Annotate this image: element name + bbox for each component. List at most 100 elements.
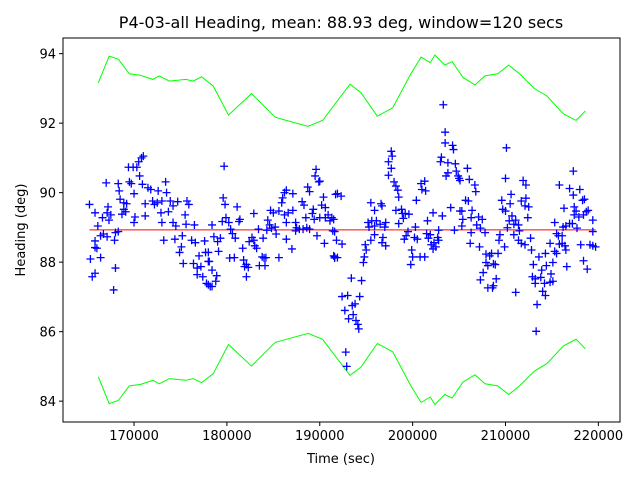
data-point	[479, 268, 488, 277]
data-point	[135, 171, 144, 180]
data-point	[400, 235, 409, 244]
data-point	[182, 220, 191, 229]
data-point	[558, 231, 567, 240]
data-point	[412, 196, 421, 205]
data-point	[521, 201, 529, 210]
data-point	[284, 208, 293, 217]
data-point	[552, 249, 561, 258]
data-point	[478, 215, 487, 224]
data-point	[85, 200, 94, 209]
data-point	[299, 201, 308, 210]
data-point	[337, 192, 346, 201]
data-point	[423, 216, 432, 225]
data-point	[221, 200, 230, 209]
data-point	[344, 314, 353, 323]
x-tick-label: 180000	[202, 429, 252, 444]
data-point	[384, 171, 393, 180]
data-point	[219, 193, 228, 202]
data-point	[244, 263, 253, 272]
data-point	[320, 239, 329, 248]
data-point	[537, 266, 546, 275]
data-point	[569, 167, 578, 176]
x-tick-label: 190000	[295, 429, 345, 444]
data-point	[483, 261, 492, 270]
upper-band-line	[97, 54, 586, 127]
data-point	[380, 223, 389, 232]
data-point	[177, 242, 186, 251]
data-point	[521, 194, 530, 203]
data-point	[198, 272, 207, 281]
data-point	[468, 206, 477, 215]
data-point	[308, 209, 317, 218]
data-point	[565, 184, 574, 193]
data-point	[315, 177, 324, 186]
y-axis-label: Heading (deg)	[14, 184, 29, 277]
data-point	[169, 201, 178, 210]
data-point	[366, 236, 375, 245]
data-point	[576, 240, 585, 249]
data-point	[370, 206, 379, 215]
data-point	[450, 226, 459, 235]
data-point	[220, 162, 229, 171]
data-point	[166, 196, 175, 205]
data-point	[524, 202, 533, 211]
data-point	[330, 227, 339, 236]
data-point	[230, 253, 239, 262]
data-point	[399, 214, 408, 223]
data-point	[102, 178, 111, 187]
y-tick-label: 90	[39, 187, 56, 202]
data-point	[391, 206, 400, 215]
data-point	[467, 228, 476, 237]
data-point	[130, 212, 139, 221]
data-point	[184, 200, 193, 209]
data-point	[245, 237, 254, 246]
data-point	[208, 220, 217, 229]
data-point	[287, 244, 296, 253]
data-point	[231, 234, 240, 243]
data-point	[111, 264, 120, 273]
data-point	[495, 230, 504, 239]
data-point	[156, 208, 165, 217]
data-point	[391, 182, 400, 191]
envelope-band	[97, 54, 586, 406]
data-point	[122, 199, 131, 208]
data-point	[288, 189, 297, 198]
data-point	[502, 143, 511, 152]
data-point	[205, 257, 214, 266]
data-point	[387, 147, 396, 156]
x-tick-label: 210000	[481, 429, 531, 444]
data-point	[162, 188, 171, 197]
data-point	[214, 247, 223, 256]
data-point	[570, 202, 579, 211]
data-point	[364, 223, 373, 232]
data-point	[527, 245, 536, 254]
data-point	[575, 185, 584, 194]
data-point	[420, 252, 429, 261]
data-point	[170, 235, 179, 244]
data-point	[467, 213, 476, 222]
data-point	[221, 213, 230, 222]
data-point	[436, 157, 445, 166]
data-point	[514, 220, 523, 229]
data-point	[141, 199, 150, 208]
data-point	[179, 259, 188, 268]
data-point	[274, 253, 283, 262]
data-point	[239, 256, 248, 265]
data-point	[573, 224, 582, 233]
data-point	[132, 163, 141, 172]
data-point	[191, 238, 200, 247]
data-point	[263, 216, 272, 225]
data-point	[329, 215, 338, 224]
data-point	[406, 260, 415, 269]
data-point	[574, 212, 583, 221]
data-point	[417, 185, 426, 194]
data-point	[204, 280, 213, 289]
data-point	[305, 225, 314, 234]
data-point	[319, 193, 328, 202]
data-point	[429, 244, 438, 253]
data-point	[260, 261, 269, 270]
data-point	[481, 250, 490, 259]
data-point	[509, 220, 518, 229]
data-point	[476, 275, 485, 284]
